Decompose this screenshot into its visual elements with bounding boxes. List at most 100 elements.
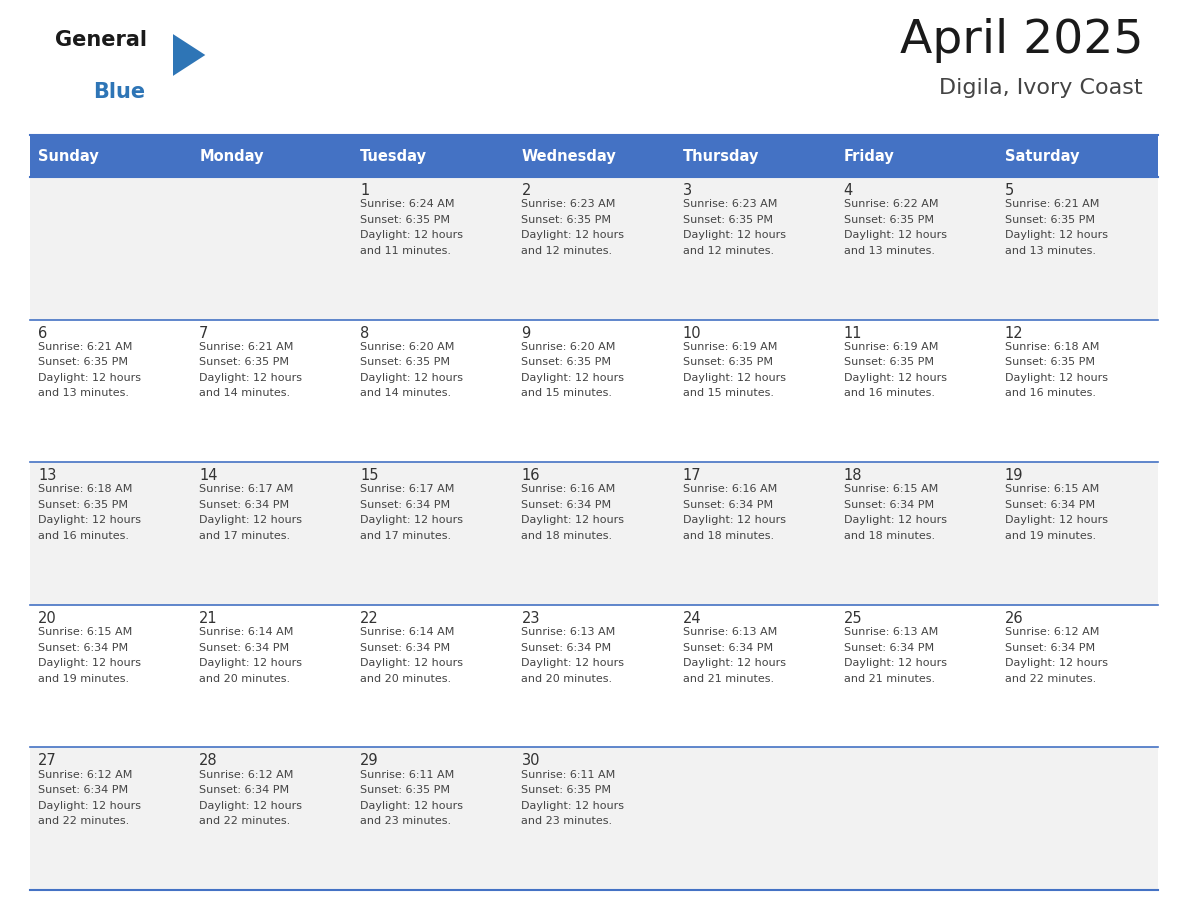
Text: 8: 8 xyxy=(360,326,369,341)
Text: 4: 4 xyxy=(843,183,853,198)
Text: Sunset: 6:34 PM: Sunset: 6:34 PM xyxy=(843,500,934,510)
Bar xyxy=(675,747,835,890)
Text: and 23 minutes.: and 23 minutes. xyxy=(360,816,451,826)
Bar xyxy=(353,605,513,747)
Text: 1: 1 xyxy=(360,183,369,198)
Text: and 13 minutes.: and 13 minutes. xyxy=(1005,246,1095,256)
Text: Sunrise: 6:18 AM: Sunrise: 6:18 AM xyxy=(38,485,132,495)
Text: 10: 10 xyxy=(683,326,701,341)
Text: General: General xyxy=(55,30,147,50)
Text: Sunrise: 6:13 AM: Sunrise: 6:13 AM xyxy=(683,627,777,637)
Text: 20: 20 xyxy=(38,610,57,626)
Text: and 14 minutes.: and 14 minutes. xyxy=(360,388,451,398)
Text: Sunrise: 6:12 AM: Sunrise: 6:12 AM xyxy=(200,769,293,779)
Text: Daylight: 12 hours: Daylight: 12 hours xyxy=(843,373,947,383)
Text: 17: 17 xyxy=(683,468,701,483)
Text: Sunrise: 6:21 AM: Sunrise: 6:21 AM xyxy=(200,341,293,352)
Text: 12: 12 xyxy=(1005,326,1024,341)
Text: and 11 minutes.: and 11 minutes. xyxy=(360,246,451,256)
Text: Sunset: 6:34 PM: Sunset: 6:34 PM xyxy=(683,500,772,510)
Text: Sunset: 6:35 PM: Sunset: 6:35 PM xyxy=(522,357,612,367)
Bar xyxy=(997,462,1158,605)
Text: Thursday: Thursday xyxy=(683,149,759,163)
Text: 11: 11 xyxy=(843,326,862,341)
Text: Daylight: 12 hours: Daylight: 12 hours xyxy=(522,373,625,383)
Text: Daylight: 12 hours: Daylight: 12 hours xyxy=(360,658,463,668)
Text: Daylight: 12 hours: Daylight: 12 hours xyxy=(200,658,302,668)
Text: Daylight: 12 hours: Daylight: 12 hours xyxy=(360,373,463,383)
Text: Sunset: 6:34 PM: Sunset: 6:34 PM xyxy=(360,500,450,510)
Text: Sunset: 6:34 PM: Sunset: 6:34 PM xyxy=(360,643,450,653)
Text: Saturday: Saturday xyxy=(1005,149,1080,163)
Text: Sunrise: 6:21 AM: Sunrise: 6:21 AM xyxy=(38,341,132,352)
Bar xyxy=(997,177,1158,319)
Text: Daylight: 12 hours: Daylight: 12 hours xyxy=(38,658,141,668)
Bar xyxy=(997,605,1158,747)
Text: April 2025: April 2025 xyxy=(899,18,1143,63)
Text: Sunset: 6:34 PM: Sunset: 6:34 PM xyxy=(1005,643,1095,653)
Bar xyxy=(675,319,835,462)
Text: Sunset: 6:35 PM: Sunset: 6:35 PM xyxy=(360,785,450,795)
Text: Sunset: 6:34 PM: Sunset: 6:34 PM xyxy=(200,500,290,510)
Text: 6: 6 xyxy=(38,326,48,341)
Text: and 21 minutes.: and 21 minutes. xyxy=(843,674,935,684)
Text: Sunset: 6:34 PM: Sunset: 6:34 PM xyxy=(843,643,934,653)
Bar xyxy=(30,135,191,177)
Text: Daylight: 12 hours: Daylight: 12 hours xyxy=(200,373,302,383)
Text: Sunset: 6:35 PM: Sunset: 6:35 PM xyxy=(522,215,612,225)
Text: and 15 minutes.: and 15 minutes. xyxy=(522,388,613,398)
Bar xyxy=(835,605,997,747)
Text: Sunrise: 6:20 AM: Sunrise: 6:20 AM xyxy=(360,341,455,352)
Text: Sunset: 6:34 PM: Sunset: 6:34 PM xyxy=(1005,500,1095,510)
Text: Daylight: 12 hours: Daylight: 12 hours xyxy=(843,658,947,668)
Text: and 22 minutes.: and 22 minutes. xyxy=(1005,674,1097,684)
Text: Sunrise: 6:24 AM: Sunrise: 6:24 AM xyxy=(360,199,455,209)
Text: Sunrise: 6:15 AM: Sunrise: 6:15 AM xyxy=(1005,485,1099,495)
Text: Sunrise: 6:22 AM: Sunrise: 6:22 AM xyxy=(843,199,939,209)
Text: Daylight: 12 hours: Daylight: 12 hours xyxy=(683,658,785,668)
Text: Daylight: 12 hours: Daylight: 12 hours xyxy=(522,658,625,668)
Text: Tuesday: Tuesday xyxy=(360,149,428,163)
Bar xyxy=(353,177,513,319)
Bar xyxy=(835,747,997,890)
Text: Sunset: 6:34 PM: Sunset: 6:34 PM xyxy=(38,643,128,653)
Bar xyxy=(353,462,513,605)
Text: 29: 29 xyxy=(360,754,379,768)
Text: and 22 minutes.: and 22 minutes. xyxy=(38,816,129,826)
Text: Sunrise: 6:11 AM: Sunrise: 6:11 AM xyxy=(360,769,455,779)
Text: Sunrise: 6:20 AM: Sunrise: 6:20 AM xyxy=(522,341,615,352)
Text: and 22 minutes.: and 22 minutes. xyxy=(200,816,290,826)
Text: 25: 25 xyxy=(843,610,862,626)
Text: Sunrise: 6:15 AM: Sunrise: 6:15 AM xyxy=(843,485,939,495)
Bar xyxy=(191,177,353,319)
Text: Sunset: 6:35 PM: Sunset: 6:35 PM xyxy=(38,500,128,510)
Text: Sunset: 6:35 PM: Sunset: 6:35 PM xyxy=(200,357,289,367)
Text: Daylight: 12 hours: Daylight: 12 hours xyxy=(360,800,463,811)
Bar xyxy=(675,177,835,319)
Text: Daylight: 12 hours: Daylight: 12 hours xyxy=(1005,516,1108,525)
Text: 13: 13 xyxy=(38,468,57,483)
Text: Sunset: 6:34 PM: Sunset: 6:34 PM xyxy=(522,643,612,653)
Text: Sunrise: 6:17 AM: Sunrise: 6:17 AM xyxy=(360,485,455,495)
Text: 7: 7 xyxy=(200,326,209,341)
Text: Daylight: 12 hours: Daylight: 12 hours xyxy=(683,230,785,241)
Text: Sunset: 6:35 PM: Sunset: 6:35 PM xyxy=(843,215,934,225)
Text: Digila, Ivory Coast: Digila, Ivory Coast xyxy=(940,78,1143,98)
Text: and 12 minutes.: and 12 minutes. xyxy=(683,246,773,256)
Text: Sunrise: 6:12 AM: Sunrise: 6:12 AM xyxy=(38,769,132,779)
Text: and 17 minutes.: and 17 minutes. xyxy=(200,531,290,541)
Text: Sunrise: 6:13 AM: Sunrise: 6:13 AM xyxy=(522,627,615,637)
Bar xyxy=(997,319,1158,462)
Text: Sunrise: 6:23 AM: Sunrise: 6:23 AM xyxy=(522,199,615,209)
Text: Monday: Monday xyxy=(200,149,264,163)
Text: and 21 minutes.: and 21 minutes. xyxy=(683,674,773,684)
Text: Daylight: 12 hours: Daylight: 12 hours xyxy=(360,516,463,525)
Text: Sunrise: 6:19 AM: Sunrise: 6:19 AM xyxy=(683,341,777,352)
Text: 22: 22 xyxy=(360,610,379,626)
Text: 21: 21 xyxy=(200,610,217,626)
Text: Sunrise: 6:21 AM: Sunrise: 6:21 AM xyxy=(1005,199,1099,209)
Text: Daylight: 12 hours: Daylight: 12 hours xyxy=(200,516,302,525)
Text: 30: 30 xyxy=(522,754,541,768)
Text: Sunset: 6:35 PM: Sunset: 6:35 PM xyxy=(683,215,772,225)
Text: Daylight: 12 hours: Daylight: 12 hours xyxy=(843,516,947,525)
